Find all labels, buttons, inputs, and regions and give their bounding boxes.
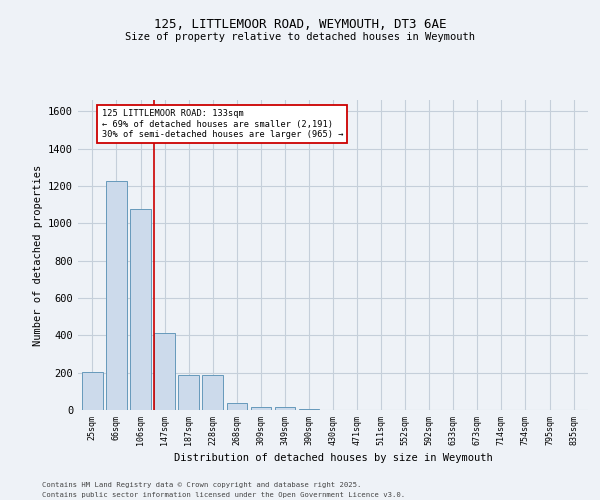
Y-axis label: Number of detached properties: Number of detached properties xyxy=(32,164,43,346)
Text: Contains public sector information licensed under the Open Government Licence v3: Contains public sector information licen… xyxy=(42,492,405,498)
Text: Size of property relative to detached houses in Weymouth: Size of property relative to detached ho… xyxy=(125,32,475,42)
Bar xyxy=(251,407,271,410)
Bar xyxy=(106,181,127,410)
Text: Contains HM Land Registry data © Crown copyright and database right 2025.: Contains HM Land Registry data © Crown c… xyxy=(42,482,361,488)
Text: 125 LITTLEMOOR ROAD: 133sqm
← 69% of detached houses are smaller (2,191)
30% of : 125 LITTLEMOOR ROAD: 133sqm ← 69% of det… xyxy=(101,110,343,139)
Bar xyxy=(154,334,175,410)
Text: 125, LITTLEMOOR ROAD, WEYMOUTH, DT3 6AE: 125, LITTLEMOOR ROAD, WEYMOUTH, DT3 6AE xyxy=(154,18,446,30)
Bar xyxy=(202,376,223,410)
Bar xyxy=(275,407,295,410)
Bar xyxy=(299,408,319,410)
Bar xyxy=(178,376,199,410)
Bar xyxy=(227,402,247,410)
Bar xyxy=(130,209,151,410)
Bar xyxy=(82,372,103,410)
X-axis label: Distribution of detached houses by size in Weymouth: Distribution of detached houses by size … xyxy=(173,453,493,463)
